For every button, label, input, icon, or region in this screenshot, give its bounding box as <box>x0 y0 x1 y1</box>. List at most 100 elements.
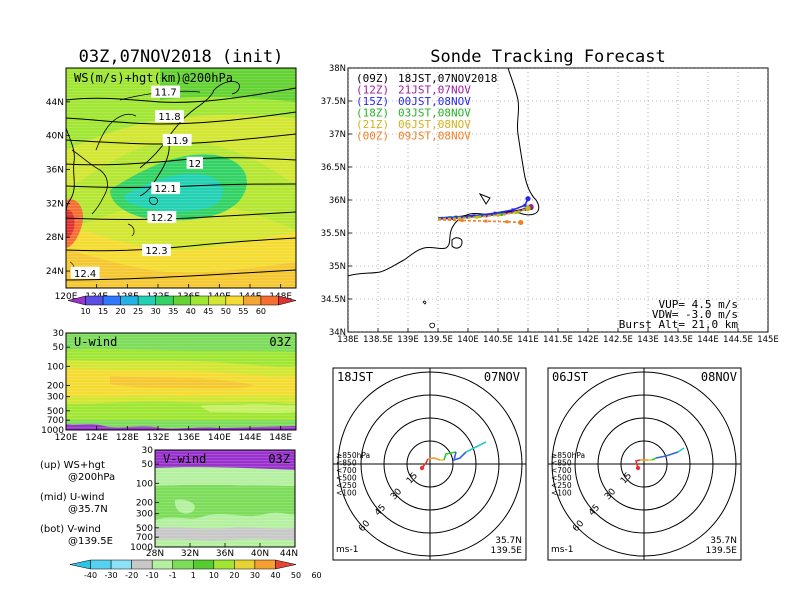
note-bot-sub: @139.5E <box>68 536 113 547</box>
hodo-trace <box>651 457 657 461</box>
v-colorbar-swatch <box>234 559 256 570</box>
legend-notes: (up) WS+hgt @200hPa (mid) U-wind @35.7N … <box>40 460 115 547</box>
track-legend-jst: 09JST,08NOV <box>398 130 471 143</box>
map-ytick-label: 32N <box>46 199 64 209</box>
track-xtick-label: 141E <box>517 335 539 345</box>
track-legend-jst: 18JST,07NOV2018 <box>398 72 497 85</box>
ws-colorbar-swatch <box>260 295 279 306</box>
note-up-head: (up) WS+hgt <box>40 460 105 471</box>
ws-colorbar-label: 35 <box>168 307 178 316</box>
v-colorbar-label: -10 <box>146 571 159 580</box>
contour-label: 12.3 <box>145 246 167 257</box>
track-xtick-label: 142E <box>577 335 599 345</box>
track-end-point <box>525 196 531 202</box>
track-point <box>484 214 488 218</box>
hodo-trace <box>655 451 679 459</box>
vwind-panel: V-wind 03Z 28N 32N 36N 40N 44N 30 50 100 200 300 5… <box>130 446 298 559</box>
track-xtick-label: 141.5E <box>543 335 573 345</box>
track-line <box>437 219 521 224</box>
vwind-ytick-label: 500 <box>136 524 153 534</box>
track-point <box>460 218 464 222</box>
track-xtick-label: 140E <box>457 335 479 345</box>
hodo-trace <box>677 447 685 453</box>
hodo-start-dot <box>419 465 425 471</box>
track-ytick-label: 34.5N <box>321 295 346 305</box>
ws-colorbar-swatch <box>85 295 104 306</box>
v-colorbar-label: -1 <box>169 571 177 580</box>
contour-label: 12.4 <box>74 269 96 280</box>
uwind-ytick-label: 700 <box>47 416 64 426</box>
ws-colorbar-swatch <box>120 295 139 306</box>
hodo-left-unit: ms-1 <box>336 545 358 555</box>
track-point <box>499 213 503 217</box>
contour-label: 11.8 <box>158 112 180 123</box>
uwind-xtick-label: 136E <box>177 433 200 443</box>
uwind-ytick-label: 30 <box>53 329 65 339</box>
track-legend-utc: (09Z) <box>356 72 389 85</box>
track-point <box>472 214 476 218</box>
contour-label: 12 <box>188 159 201 170</box>
ws-colorbar-label: 15 <box>98 307 108 316</box>
vwind-xtick-label: 44N <box>280 549 298 559</box>
note-up-sub: @200hPa <box>68 472 115 483</box>
hodo-left-lon: 139.5E <box>491 546 523 556</box>
contour-11.7 <box>66 87 296 103</box>
track-point <box>493 211 497 215</box>
track-xtick-label: 145E <box>757 335 779 345</box>
vwind-ytick-label: 1000 <box>130 543 153 553</box>
hodo-level-label: ≥850hPa <box>336 451 370 460</box>
v-colorbar-label: 40 <box>270 571 280 580</box>
ws-colorbar-swatch <box>172 295 192 306</box>
contour-12.2 <box>66 211 296 220</box>
v-colorbar-swatch <box>275 559 297 570</box>
track-ytick-label: 37.5N <box>321 97 346 107</box>
contour-label-box <box>162 133 192 146</box>
uwind-xtick-label: 148E <box>269 433 292 443</box>
ws-colorbar-label: 45 <box>203 307 213 316</box>
uwind-ytick-label: 200 <box>47 381 64 391</box>
vwind-ytick-label: 100 <box>136 479 153 489</box>
vwind-ytick-label: 50 <box>142 460 154 470</box>
param-vup: VUP= 4.5 m/s <box>659 298 738 311</box>
hodo-left-lat: 35.7N <box>495 536 522 546</box>
track-point <box>457 216 461 220</box>
uwind-xtick-label: 120E <box>55 433 78 443</box>
v-colorbar-label: 20 <box>229 571 239 580</box>
hodo-level-label: <700 <box>551 466 572 475</box>
ws-colorbar: 10 15 20 25 30 35 40 45 50 55 60 <box>67 295 297 316</box>
vwind-ytick-label: 30 <box>142 446 154 456</box>
hodo-level-label: <250 <box>551 481 572 490</box>
contour-12.1 <box>66 183 296 188</box>
uwind-time: 03Z <box>269 335 291 349</box>
uwind-ytick-label: 50 <box>53 343 65 353</box>
ws-colorbar-swatch <box>137 295 156 306</box>
track-ytick-label: 35N <box>329 262 346 272</box>
ws-colorbar-label: 60 <box>256 307 266 316</box>
note-mid-sub: @35.7N <box>68 504 108 515</box>
uwind-xtick-label: 140E <box>208 433 231 443</box>
param-burst: Burst Alt= 21.0 km <box>619 318 739 331</box>
v-colorbar-swatch <box>131 559 153 570</box>
hodo-start-dot <box>635 465 641 471</box>
map-ytick-label: 44N <box>46 98 64 108</box>
track-legend-utc: (18Z) <box>356 107 389 120</box>
track-ytick-label: 36.5N <box>321 163 346 173</box>
vwind-xtick-label: 32N <box>181 549 199 559</box>
ws-colorbar-label: 55 <box>238 307 248 316</box>
map-xtick-label: 120E <box>55 292 78 302</box>
contour-label: 11.7 <box>155 88 177 99</box>
contour-label-box <box>147 210 177 223</box>
map-label: WS(m/s)+hgt(km)@200hPa <box>74 71 233 85</box>
uwind-ytick-label: 500 <box>47 407 64 417</box>
track-point <box>496 213 500 217</box>
track-xtick-label: 143E <box>637 335 659 345</box>
hodo-level-label: <250 <box>336 481 357 490</box>
v-colorbar-label: 50 <box>291 571 301 580</box>
v-colorbar-swatch <box>90 559 112 570</box>
ws-colorbar-label: 30 <box>151 307 161 316</box>
track-legend-utc: (21Z) <box>356 118 389 131</box>
track-line <box>437 207 529 220</box>
uwind-ytick-label: 1000 <box>41 426 64 436</box>
track-legend-jst: 03JST,08NOV <box>398 107 471 120</box>
contour-label: 12.2 <box>151 213 173 224</box>
